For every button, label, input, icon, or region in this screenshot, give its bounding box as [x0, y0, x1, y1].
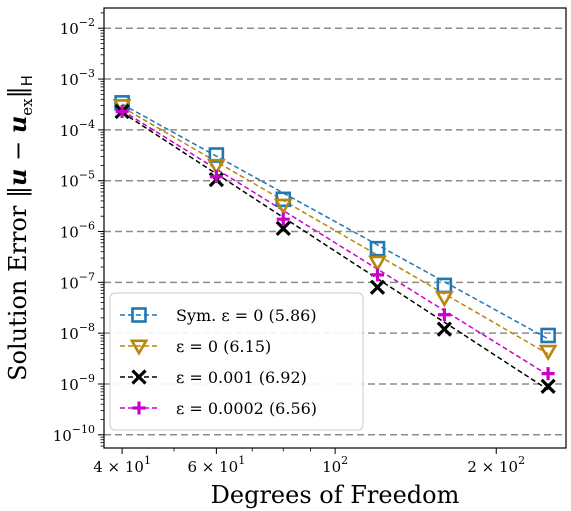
y-tick-label: 10−6 [60, 220, 95, 242]
fit-line [121, 106, 549, 355]
data-markers [112, 95, 558, 394]
x-marker [275, 220, 291, 237]
triangle-marker [538, 344, 558, 362]
plus-marker [437, 308, 451, 322]
x-tick-label: 102 [322, 454, 348, 476]
y-tick-label: 10−8 [60, 321, 95, 343]
legend-label: ε = 0.0002 (6.56) [176, 399, 317, 418]
fit-line [121, 109, 549, 376]
square-marker [131, 307, 147, 323]
x-tick-label: 4 × 101 [93, 454, 151, 476]
legend-label: ε = 0 (6.15) [176, 337, 271, 356]
y-axis-label: Solution Error ‖u − uex‖H [3, 75, 36, 381]
square-marker [436, 277, 453, 294]
triangle-marker [273, 198, 293, 215]
plus-marker [132, 401, 146, 415]
y-tick-label: 10−7 [60, 270, 95, 292]
x-marker [436, 321, 453, 337]
plus-marker [276, 212, 290, 226]
square-marker [369, 240, 386, 257]
x-marker [131, 369, 147, 385]
y-tick-label: 10−3 [60, 67, 95, 89]
x-marker [540, 378, 556, 394]
plus-marker [370, 268, 384, 282]
plus-marker [115, 104, 129, 118]
y-tick-label: 10−5 [60, 169, 95, 191]
x-tick-label: 2 × 102 [467, 454, 525, 476]
triangle-marker [434, 291, 454, 308]
legend: Sym. ε = 0 (5.86) ε = 0 (6.15) ε = 0.001 (… [109, 292, 364, 431]
plus-marker [209, 170, 223, 184]
legend-label: Sym. ε = 0 (5.86) [176, 306, 317, 325]
x-tick-label: 6 × 101 [187, 454, 245, 476]
y-tick-label: 10−4 [60, 118, 95, 140]
y-tick-label: 10−2 [60, 16, 95, 38]
fit-line [121, 111, 549, 391]
x-axis-label: Degrees of Freedom [211, 481, 460, 509]
y-tick-label: 10−10 [53, 423, 95, 445]
plus-marker [541, 367, 555, 381]
y-tick-label: 10−9 [60, 372, 95, 394]
legend-box [109, 292, 364, 431]
triangle-marker [206, 158, 226, 176]
triangle-marker [368, 255, 387, 272]
square-marker [208, 147, 225, 163]
legend-label: ε = 0.001 (6.92) [176, 368, 307, 387]
fit-lines [121, 103, 549, 391]
triangle-marker [129, 339, 149, 356]
fit-line [121, 103, 549, 340]
axes: 10−10 10−9 10−8 10−7 10−6 10−5 10−4 10−3 10−2 4 ×… [3, 7, 567, 509]
square-marker [540, 327, 556, 344]
x-marker [369, 279, 386, 295]
